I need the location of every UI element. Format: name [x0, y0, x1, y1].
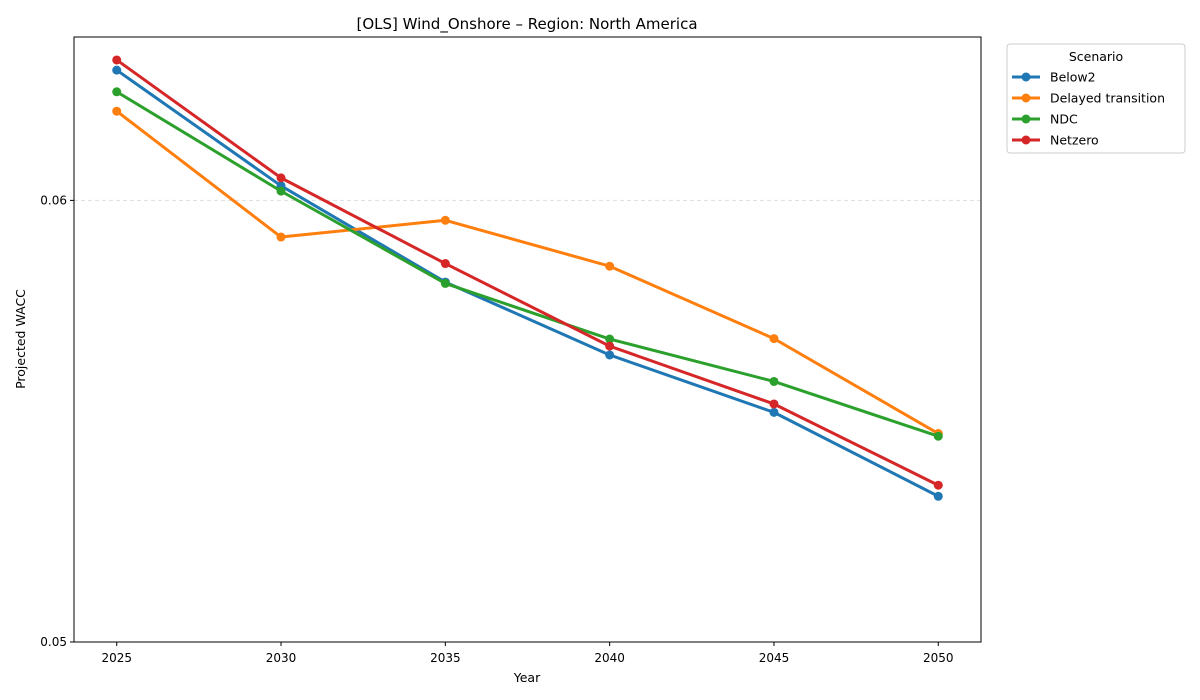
x-tick-label-4: 2045 [759, 651, 790, 665]
series-netzero [112, 55, 943, 490]
series-line-below2 [115, 68, 940, 498]
legend: Scenario Below2 Delayed transition NDC Netz… [1006, 43, 1186, 154]
y-tick-label-1: 0.06 [40, 193, 67, 207]
y-axis-ticks: 0.05 0.06 [40, 193, 74, 649]
point-below2-2040 [605, 350, 615, 360]
legend-swatch-marker [1021, 93, 1031, 103]
point-delayed-transition-2035 [440, 215, 450, 225]
legend-item-delayed-transition: Delayed transition [1012, 91, 1165, 106]
point-below2-2025 [112, 65, 122, 75]
y-tick-label-0: 0.05 [40, 635, 67, 649]
series-below2 [112, 65, 943, 501]
point-delayed-transition-2040 [605, 261, 615, 271]
legend-item-netzero: Netzero [1012, 133, 1099, 148]
series-line-netzero [115, 58, 940, 487]
point-netzero-2045 [769, 399, 779, 409]
point-delayed-transition-2025 [112, 106, 122, 116]
point-below2-2050 [933, 491, 943, 501]
legend-swatch-marker [1021, 135, 1031, 145]
point-netzero-2030 [276, 173, 286, 183]
point-ndc-2025 [112, 87, 122, 97]
x-axis-label: Year [513, 670, 541, 685]
point-netzero-2025 [112, 55, 122, 65]
series-line-delayed-transition [115, 109, 940, 436]
point-ndc-2045 [769, 376, 779, 386]
legend-label: Below2 [1050, 70, 1096, 85]
point-delayed-transition-2045 [769, 334, 779, 344]
series-lines [112, 55, 943, 501]
plot-area-frame [73, 36, 982, 643]
point-ndc-2040 [605, 334, 615, 344]
point-delayed-transition-2030 [276, 232, 286, 242]
point-netzero-2035 [440, 259, 450, 269]
gridlines [74, 199, 981, 643]
legend-box [1006, 43, 1186, 154]
x-tick-label-5: 2050 [923, 651, 954, 665]
legend-label: Delayed transition [1050, 91, 1165, 106]
point-ndc-2030 [276, 186, 286, 196]
series-ndc [112, 87, 943, 441]
legend-item-ndc: NDC [1012, 112, 1078, 127]
x-tick-label-3: 2040 [594, 651, 625, 665]
x-axis-ticks: 2025 2030 2035 2040 2045 2050 [101, 642, 954, 665]
point-below2-2045 [769, 407, 779, 417]
legend-label: Netzero [1050, 133, 1099, 148]
legend-swatch-marker [1021, 114, 1031, 124]
point-ndc-2035 [440, 278, 450, 288]
y-axis-label: Projected WACC [13, 289, 28, 389]
legend-item-below2: Below2 [1012, 70, 1096, 85]
x-tick-label-1: 2030 [266, 651, 297, 665]
point-netzero-2040 [605, 341, 615, 351]
x-tick-label-0: 2025 [101, 651, 132, 665]
legend-items: Below2 Delayed transition NDC Netzero [1012, 70, 1165, 148]
point-ndc-2050 [933, 431, 943, 441]
series-line-ndc [115, 90, 940, 438]
x-tick-label-2: 2035 [430, 651, 461, 665]
legend-title: Scenario [1069, 49, 1123, 64]
legend-label: NDC [1050, 112, 1078, 127]
point-netzero-2050 [933, 480, 943, 490]
chart-title: [OLS] Wind_Onshore – Region: North Ameri… [356, 15, 697, 34]
legend-swatch-marker [1021, 72, 1031, 82]
